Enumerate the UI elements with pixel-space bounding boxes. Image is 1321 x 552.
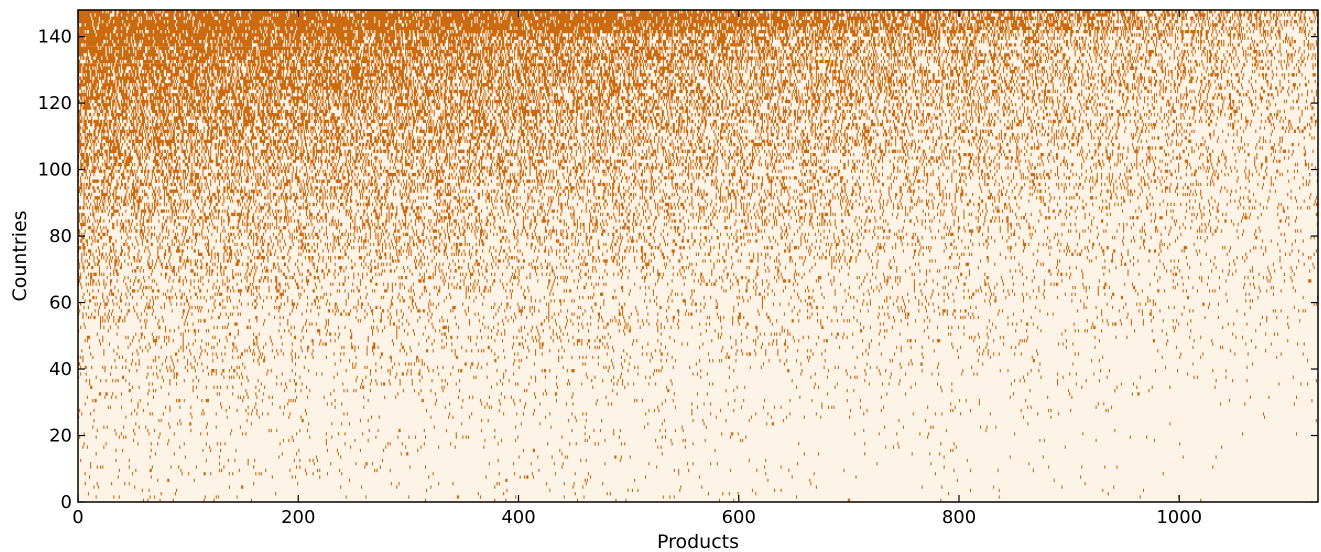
matrix-cells bbox=[78, 10, 1318, 502]
plot-frame bbox=[77, 9, 1319, 503]
x-axis-ticks: 0 200 400 600 800 1000 bbox=[72, 10, 1202, 528]
y-tick-label: 40 bbox=[49, 359, 72, 380]
y-tick-label: 0 bbox=[61, 492, 72, 513]
y-tick-label: 140 bbox=[38, 27, 72, 48]
x-tick-label: 200 bbox=[281, 507, 315, 528]
matrix-marked-cells bbox=[78, 10, 1318, 502]
y-tick-label: 20 bbox=[49, 426, 72, 447]
x-tick-label: 0 bbox=[72, 507, 83, 528]
y-axis-ticks: 0 20 40 60 80 100 120 140 bbox=[38, 27, 1318, 513]
x-axis-label: Products bbox=[657, 531, 739, 552]
y-tick-label: 60 bbox=[49, 293, 72, 314]
x-tick-label: 600 bbox=[722, 507, 756, 528]
x-tick-label: 400 bbox=[501, 507, 535, 528]
y-tick-label: 80 bbox=[49, 226, 72, 247]
x-tick-label: 1000 bbox=[1156, 507, 1202, 528]
y-tick-label: 120 bbox=[38, 93, 72, 114]
y-axis-label: Countries bbox=[9, 210, 31, 301]
y-tick-label: 100 bbox=[38, 160, 72, 181]
x-tick-label: 800 bbox=[942, 507, 976, 528]
